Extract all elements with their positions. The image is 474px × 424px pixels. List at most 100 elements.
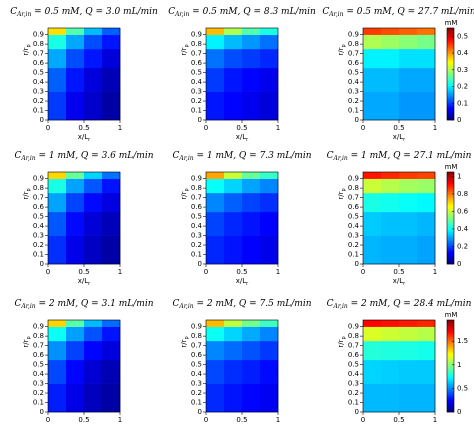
colorbar-swatch [447,344,454,347]
colorbar-swatch [447,60,454,63]
colorbar-swatch [447,47,454,50]
panel-title: CAr,in = 1 mM, Q = 27.1 mL/min [327,151,472,162]
heat-cell [66,91,85,121]
heat-cell [363,383,382,413]
y-axis-label: r/rp [180,44,190,55]
heat-cell [206,320,225,327]
colorbar-swatch [447,80,454,82]
x-tick-label: 0.5 [236,416,247,424]
heat-cell [48,34,67,50]
heat-cell [224,359,243,384]
colorbar-swatch [447,61,454,64]
title-symbol: C [168,7,175,17]
heat-cell [84,48,103,69]
y-label-sub: p [26,44,32,47]
colorbar-swatch [447,28,454,30]
y-tick-label: 0.9 [348,323,359,331]
x-tick-label: 0.5 [393,416,404,424]
colorbar-swatch [447,210,454,213]
colorbar-swatch [447,89,454,92]
colorbar-swatch [447,37,454,40]
x-tick-label: 0.5 [236,124,247,132]
y-tick-label: 0.2 [191,389,202,397]
x-label-sub: r [403,137,406,143]
colorbar-tick-label: 0.5 [457,32,468,40]
heat-cell [399,192,418,213]
heat-cell [260,320,279,327]
colorbar-swatch [447,205,454,208]
heat-cell [84,211,103,236]
heat-cell [399,91,418,121]
y-label-sub: p [341,188,347,191]
y-tick-label: 0 [198,260,202,268]
colorbar-swatch [447,369,454,371]
colorbar-swatch [447,46,454,49]
y-tick-label: 0.3 [33,88,44,96]
heat-cell [102,359,121,384]
colorbar-swatch [447,332,454,335]
colorbar-swatch [447,35,454,38]
y-tick-label: 0.1 [348,399,359,407]
colorbar-swatch [447,326,454,328]
heat-cell [399,28,418,35]
colorbar-swatch [447,87,454,90]
colorbar-swatch [447,248,454,251]
title-text: = 0.5 mM, Q = 8.3 mL/min [189,7,316,17]
y-tick-label: 0.4 [191,222,203,230]
colorbar-swatch [447,95,454,98]
heat-cell [84,67,103,92]
heat-cell [381,211,400,236]
colorbar-swatch [447,350,454,353]
colorbar-swatch [447,372,454,374]
heat-cell [242,211,261,236]
colorbar-swatch [447,398,454,401]
x-label-sub: r [246,281,249,287]
heat-cell [417,67,436,92]
colorbar-swatch [447,353,454,356]
y-tick-label: 0.8 [348,332,359,340]
title-text: = 0.5 mM, Q = 27.7 mL/min [343,7,474,17]
heat-cell [224,383,243,413]
y-label-text: r/r [22,339,30,347]
colorbar-swatch [447,100,454,102]
heat-cell [417,211,436,236]
colorbar-tick-label: 0.8 [457,190,468,198]
heat-cell [242,91,261,121]
y-tick-label: 0.3 [33,232,44,240]
y-tick-label: 0.3 [348,380,359,388]
heat-cell [48,235,67,265]
colorbar-swatch [447,339,454,342]
heat-cell [224,235,243,265]
y-tick-label: 0.3 [348,232,359,240]
colorbar-swatch [447,70,454,73]
heat-cell [417,320,436,327]
heat-cell [417,178,436,194]
colorbar-swatch [447,202,454,205]
colorbar-swatch [447,49,454,52]
colorbar-swatch [447,402,454,405]
title-symbol: C [172,151,179,161]
colorbar-swatch [447,112,454,115]
heat-cell [381,320,400,327]
colorbar-swatch [447,233,454,236]
colorbar-swatch [447,378,454,381]
y-tick-label: 0.7 [191,342,202,350]
y-tick-label: 0.5 [191,69,202,77]
heat-cell [417,235,436,265]
heat-cell [206,383,225,413]
colorbar-swatch [447,219,454,222]
colorbar-swatch [447,392,454,394]
y-tick-label: 0.3 [191,232,202,240]
heat-cell [242,172,261,179]
heat-cell [48,178,67,194]
x-axis-label: x/Lr [393,133,406,143]
y-axis-label: r/rp [22,44,32,55]
heat-cell [66,28,85,35]
heat-cell [242,67,261,92]
colorbar-swatch [447,204,454,207]
heat-cell [102,211,121,236]
colorbar-swatch [447,333,454,336]
colorbar-swatch [447,338,454,341]
colorbar-swatch [447,51,454,53]
